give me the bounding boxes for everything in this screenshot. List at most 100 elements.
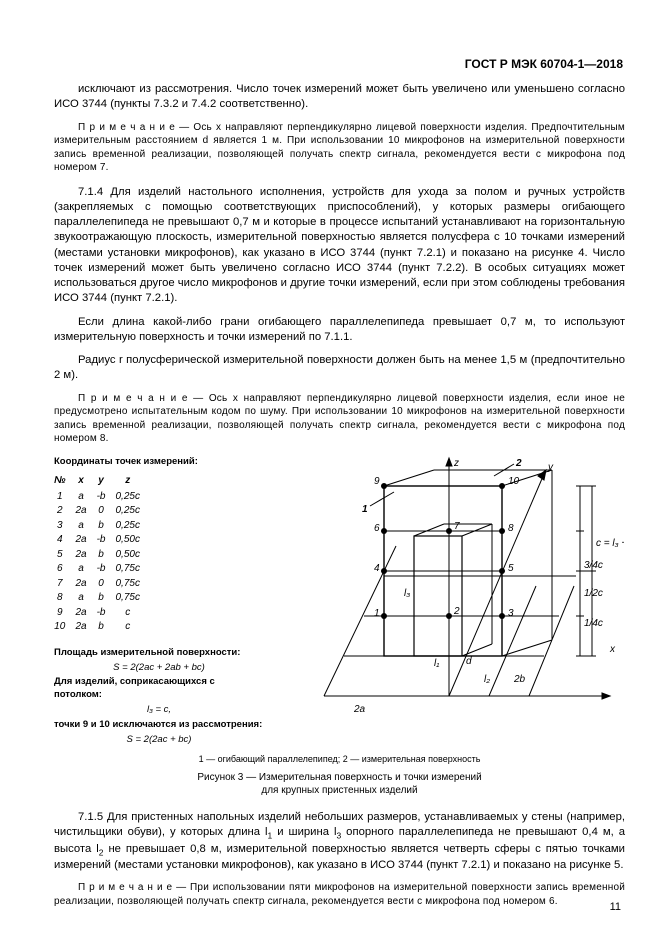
coords-cell: 0,50c — [116, 533, 150, 548]
pt-3: 3 — [508, 608, 514, 619]
coords-cell: 2a — [75, 606, 96, 621]
pt-4: 4 — [374, 563, 380, 574]
coords-cell: 0,75c — [116, 562, 150, 577]
diagram-svg: z y x 1 2 9 10 6 7 8 4 5 1 2 3 — [284, 456, 624, 726]
col-z: z — [116, 474, 150, 490]
coords-cell: 2a — [75, 577, 96, 592]
lbl-l2: l₂ — [484, 674, 490, 685]
note-1: П р и м е ч а н и е — Ось x направляют п… — [54, 121, 625, 175]
coords-cell: 0 — [97, 577, 116, 592]
coords-cell: a — [75, 519, 96, 534]
coords-cell: 2a — [75, 548, 96, 563]
note-lead: П р и м е ч а н и е — [78, 122, 175, 133]
coords-cell: 1 — [54, 490, 75, 505]
coords-cell: -b — [97, 606, 116, 621]
diagram-wrap: z y x 1 2 9 10 6 7 8 4 5 1 2 3 — [284, 456, 625, 731]
lbl-14c: 1/4c — [584, 618, 603, 629]
p5-b: и ширина l — [272, 826, 336, 838]
coords-cell: b — [97, 591, 116, 606]
coords-cell: b — [97, 519, 116, 534]
pt-8: 8 — [508, 523, 514, 534]
coords-cell: 0,25c — [116, 490, 150, 505]
callout-2: 2 — [515, 458, 522, 469]
standard-code: ГОСТ Р МЭК 60704-1—2018 — [465, 56, 623, 72]
formula-ceil-label: Для изделий, соприкасающихся с потолком: — [54, 676, 264, 702]
lbl-12c: 1/2c — [584, 588, 603, 599]
pt-9: 9 — [374, 476, 380, 487]
pt-10: 10 — [508, 476, 520, 487]
coords-cell: 7 — [54, 577, 75, 592]
para-714: 7.1.4 Для изделий настольного исполнения… — [54, 185, 625, 307]
coords-cell: 2a — [75, 620, 96, 635]
col-y: y — [97, 474, 116, 490]
col-n: № — [54, 474, 75, 490]
coords-cell: 2a — [75, 533, 96, 548]
figcap-line1: Рисунок 3 — Измерительная поверхность и … — [197, 772, 481, 783]
para-715: 7.1.5 Для пристенных напольных изделий н… — [54, 810, 625, 874]
coords-cell: 8 — [54, 591, 75, 606]
coords-header: Координаты точек измерений: — [54, 456, 264, 469]
coords-cell: -b — [97, 533, 116, 548]
coords-cell: 0,75c — [116, 591, 150, 606]
coords-cell: 0,25c — [116, 519, 150, 534]
lbl-d: d — [466, 656, 472, 667]
coords-cell: b — [97, 548, 116, 563]
pt-6: 6 — [374, 523, 380, 534]
lbl-l1: l₁ — [434, 658, 439, 669]
coords-cell: 3 — [54, 519, 75, 534]
pt-1: 1 — [374, 608, 380, 619]
figure-3: Координаты точек измерений: № x y z 1a-b… — [54, 456, 625, 798]
coords-cell: 0,50c — [116, 548, 150, 563]
figcap-line2: для крупных пристенных изделий — [261, 785, 417, 796]
pt-5: 5 — [508, 563, 514, 574]
para-1: исключают из рассмотрения. Число точек и… — [54, 82, 625, 113]
formula-excl-label: точки 9 и 10 исключаются из рассмотрения… — [54, 719, 264, 732]
coords-cell: c — [116, 620, 150, 635]
axis-z: z — [453, 458, 459, 469]
note-lead: П р и м е ч а н и е — [78, 882, 172, 893]
para-714c: Радиус r полусферической измерительной п… — [54, 353, 625, 384]
coords-table: № x y z 1a-b0,25c22a00,25c3ab0,25c42a-b0… — [54, 474, 150, 635]
formula-l3: l₃ = c, — [54, 704, 264, 717]
coords-cell: 0,75c — [116, 577, 150, 592]
coords-cell: 0,25c — [116, 504, 150, 519]
axis-y: y — [547, 462, 554, 473]
formula-s: S = 2(2ac + 2ab + bc) — [54, 662, 264, 675]
figure-caption: Рисунок 3 — Измерительная поверхность и … — [54, 771, 625, 798]
col-x: x — [75, 474, 96, 490]
callout-1: 1 — [362, 504, 368, 515]
coords-cell: a — [75, 591, 96, 606]
axis-x: x — [609, 644, 616, 655]
lbl-l3: l₃ — [404, 588, 410, 599]
coords-cell: 4 — [54, 533, 75, 548]
coords-cell: 0 — [97, 504, 116, 519]
coords-cell: -b — [97, 562, 116, 577]
note-3: П р и м е ч а н и е — При использовании … — [54, 881, 625, 908]
pt-2: 2 — [453, 606, 460, 617]
formula-s-label: Площадь измерительной поверхности: — [54, 647, 264, 660]
coords-cell: 9 — [54, 606, 75, 621]
coords-cell: -b — [97, 490, 116, 505]
coords-cell: a — [75, 490, 96, 505]
coords-cell: 10 — [54, 620, 75, 635]
coords-cell: 6 — [54, 562, 75, 577]
lbl-c: c = l₃ + d — [596, 538, 624, 549]
coords-cell: 2 — [54, 504, 75, 519]
coords-cell: c — [116, 606, 150, 621]
pt-7: 7 — [454, 521, 460, 532]
figure-legend: 1 — огибающий параллелепипед; 2 — измери… — [54, 753, 625, 765]
note-2: П р и м е ч а н и е — Ось x направляют п… — [54, 392, 625, 446]
coords-cell: 5 — [54, 548, 75, 563]
page-number: 11 — [610, 900, 621, 915]
para-714b: Если длина какой-либо грани огибающего п… — [54, 315, 625, 346]
coords-cell: b — [97, 620, 116, 635]
formula-s2: S = 2(2ac + bc) — [54, 734, 264, 747]
page: ГОСТ Р МЭК 60704-1—2018 исключают из рас… — [0, 0, 661, 935]
coords-cell: a — [75, 562, 96, 577]
lbl-34c: 3/4c — [584, 560, 603, 571]
lbl-2b: 2b — [513, 674, 526, 685]
figure-left-col: Координаты точек измерений: № x y z 1a-b… — [54, 456, 264, 749]
lbl-2a: 2a — [353, 704, 366, 715]
coords-cell: 2a — [75, 504, 96, 519]
p5-d: не превышает 0,8 м, измерительной поверх… — [54, 843, 625, 872]
